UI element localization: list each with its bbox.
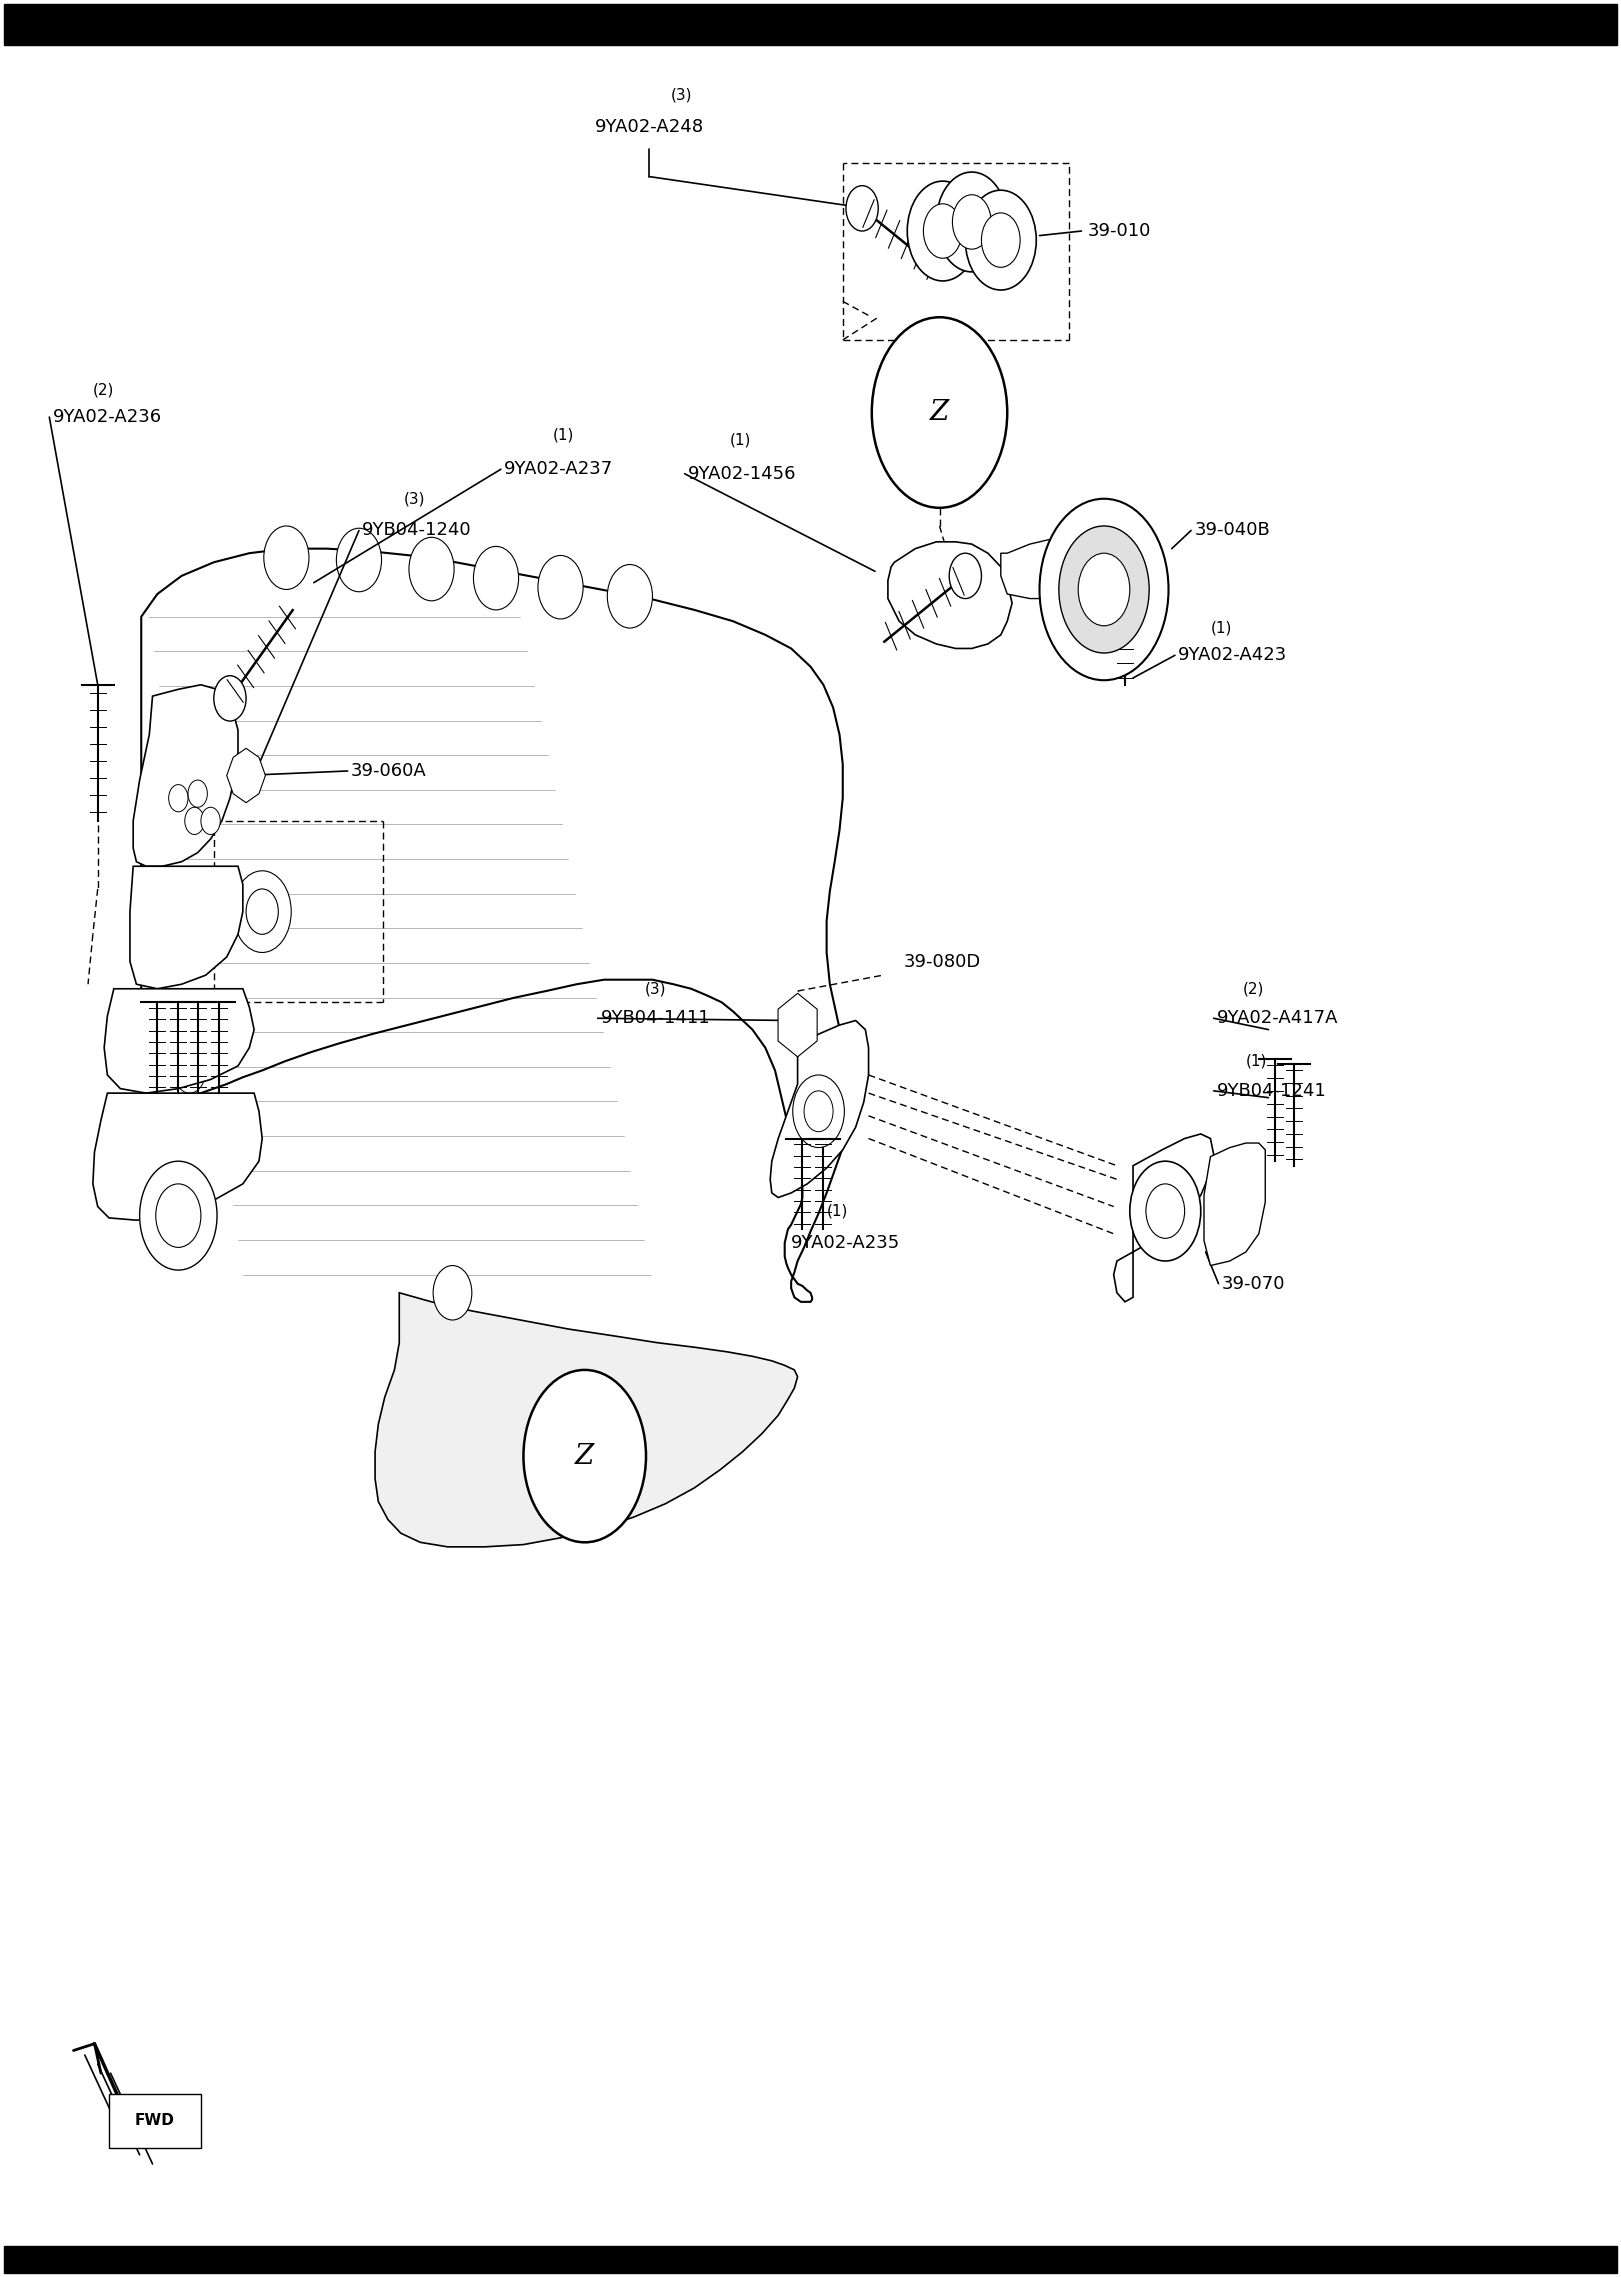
- Text: FWD: FWD: [135, 2113, 173, 2129]
- Text: (3): (3): [404, 492, 426, 505]
- Circle shape: [473, 546, 519, 610]
- Circle shape: [188, 781, 207, 808]
- Circle shape: [201, 808, 220, 833]
- Polygon shape: [92, 1093, 263, 1220]
- Circle shape: [173, 1047, 206, 1093]
- Text: 9YB04-1411: 9YB04-1411: [601, 1009, 710, 1027]
- Polygon shape: [888, 542, 1012, 649]
- Circle shape: [966, 191, 1036, 289]
- Text: Z: Z: [575, 1444, 595, 1469]
- Circle shape: [538, 556, 584, 619]
- Polygon shape: [1000, 540, 1068, 599]
- Circle shape: [908, 182, 977, 280]
- Text: 9YA02-A248: 9YA02-A248: [595, 118, 704, 137]
- Text: (3): (3): [671, 87, 692, 102]
- Polygon shape: [374, 1293, 798, 1546]
- Text: 9YA02-A236: 9YA02-A236: [52, 408, 162, 426]
- Circle shape: [233, 870, 292, 952]
- Circle shape: [433, 1266, 472, 1321]
- Text: (1): (1): [729, 433, 751, 446]
- Circle shape: [165, 997, 198, 1043]
- Circle shape: [1130, 1161, 1201, 1261]
- Circle shape: [337, 528, 381, 592]
- Circle shape: [981, 212, 1020, 266]
- Circle shape: [953, 196, 990, 248]
- Circle shape: [1059, 526, 1149, 653]
- Text: 9YA02-A417A: 9YA02-A417A: [1217, 1009, 1339, 1027]
- Text: (2): (2): [1243, 981, 1264, 997]
- Text: (1): (1): [827, 1205, 848, 1218]
- Polygon shape: [1114, 1134, 1214, 1302]
- Text: 9YA02-A423: 9YA02-A423: [1178, 647, 1287, 665]
- Bar: [5, 2245, 1616, 2272]
- Text: (1): (1): [1211, 622, 1232, 635]
- Text: (3): (3): [645, 981, 666, 997]
- Text: 39-060A: 39-060A: [350, 763, 426, 781]
- Circle shape: [608, 565, 653, 628]
- Polygon shape: [138, 549, 849, 1302]
- Bar: [5, 5, 1616, 46]
- Polygon shape: [778, 993, 817, 1057]
- Circle shape: [185, 808, 204, 833]
- Circle shape: [793, 1075, 845, 1148]
- Polygon shape: [130, 865, 243, 988]
- Text: 9YA02-A235: 9YA02-A235: [791, 1234, 900, 1252]
- Circle shape: [937, 173, 1007, 271]
- Polygon shape: [1204, 1143, 1266, 1266]
- Circle shape: [950, 553, 981, 599]
- Polygon shape: [133, 685, 238, 865]
- Circle shape: [872, 317, 1007, 508]
- Text: Z: Z: [930, 398, 950, 426]
- Circle shape: [246, 888, 279, 934]
- Text: 9YA02-1456: 9YA02-1456: [687, 465, 796, 483]
- Circle shape: [169, 786, 188, 813]
- Text: 39-010: 39-010: [1088, 223, 1151, 239]
- Circle shape: [924, 205, 963, 257]
- Text: 39-070: 39-070: [1222, 1275, 1285, 1293]
- Circle shape: [1078, 553, 1130, 626]
- Circle shape: [264, 526, 310, 590]
- Polygon shape: [227, 749, 266, 804]
- Circle shape: [139, 1161, 217, 1271]
- Circle shape: [214, 676, 246, 722]
- Text: 9YB04-1241: 9YB04-1241: [1217, 1082, 1326, 1100]
- Text: 9YB04-1240: 9YB04-1240: [361, 521, 472, 540]
- Polygon shape: [104, 988, 254, 1093]
- Text: (1): (1): [553, 428, 574, 442]
- Circle shape: [408, 537, 454, 601]
- Circle shape: [846, 187, 879, 230]
- FancyBboxPatch shape: [109, 2093, 201, 2147]
- Circle shape: [1146, 1184, 1185, 1239]
- Circle shape: [524, 1371, 647, 1542]
- Text: 39-040B: 39-040B: [1195, 521, 1271, 540]
- Circle shape: [1039, 499, 1169, 681]
- Text: (1): (1): [1247, 1054, 1268, 1068]
- Text: (2): (2): [92, 383, 113, 398]
- Circle shape: [804, 1091, 833, 1132]
- Polygon shape: [770, 1020, 869, 1198]
- Circle shape: [156, 1184, 201, 1248]
- Text: 39-080D: 39-080D: [905, 952, 981, 970]
- Text: 9YA02-A237: 9YA02-A237: [504, 460, 613, 478]
